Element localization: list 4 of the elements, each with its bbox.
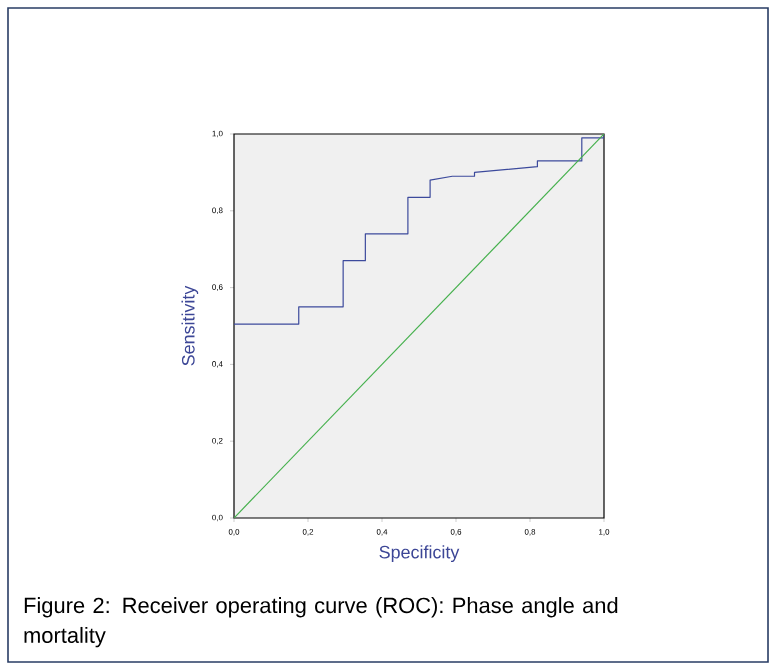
- line-series: [234, 133, 604, 325]
- caption: Figure 2: Receiver operating curve (ROC): Phase angle and mortality: [24, 597, 618, 648]
- x-axis-title: Specificity: [379, 545, 460, 563]
- y-axis-title: Sensitivity: [181, 285, 199, 366]
